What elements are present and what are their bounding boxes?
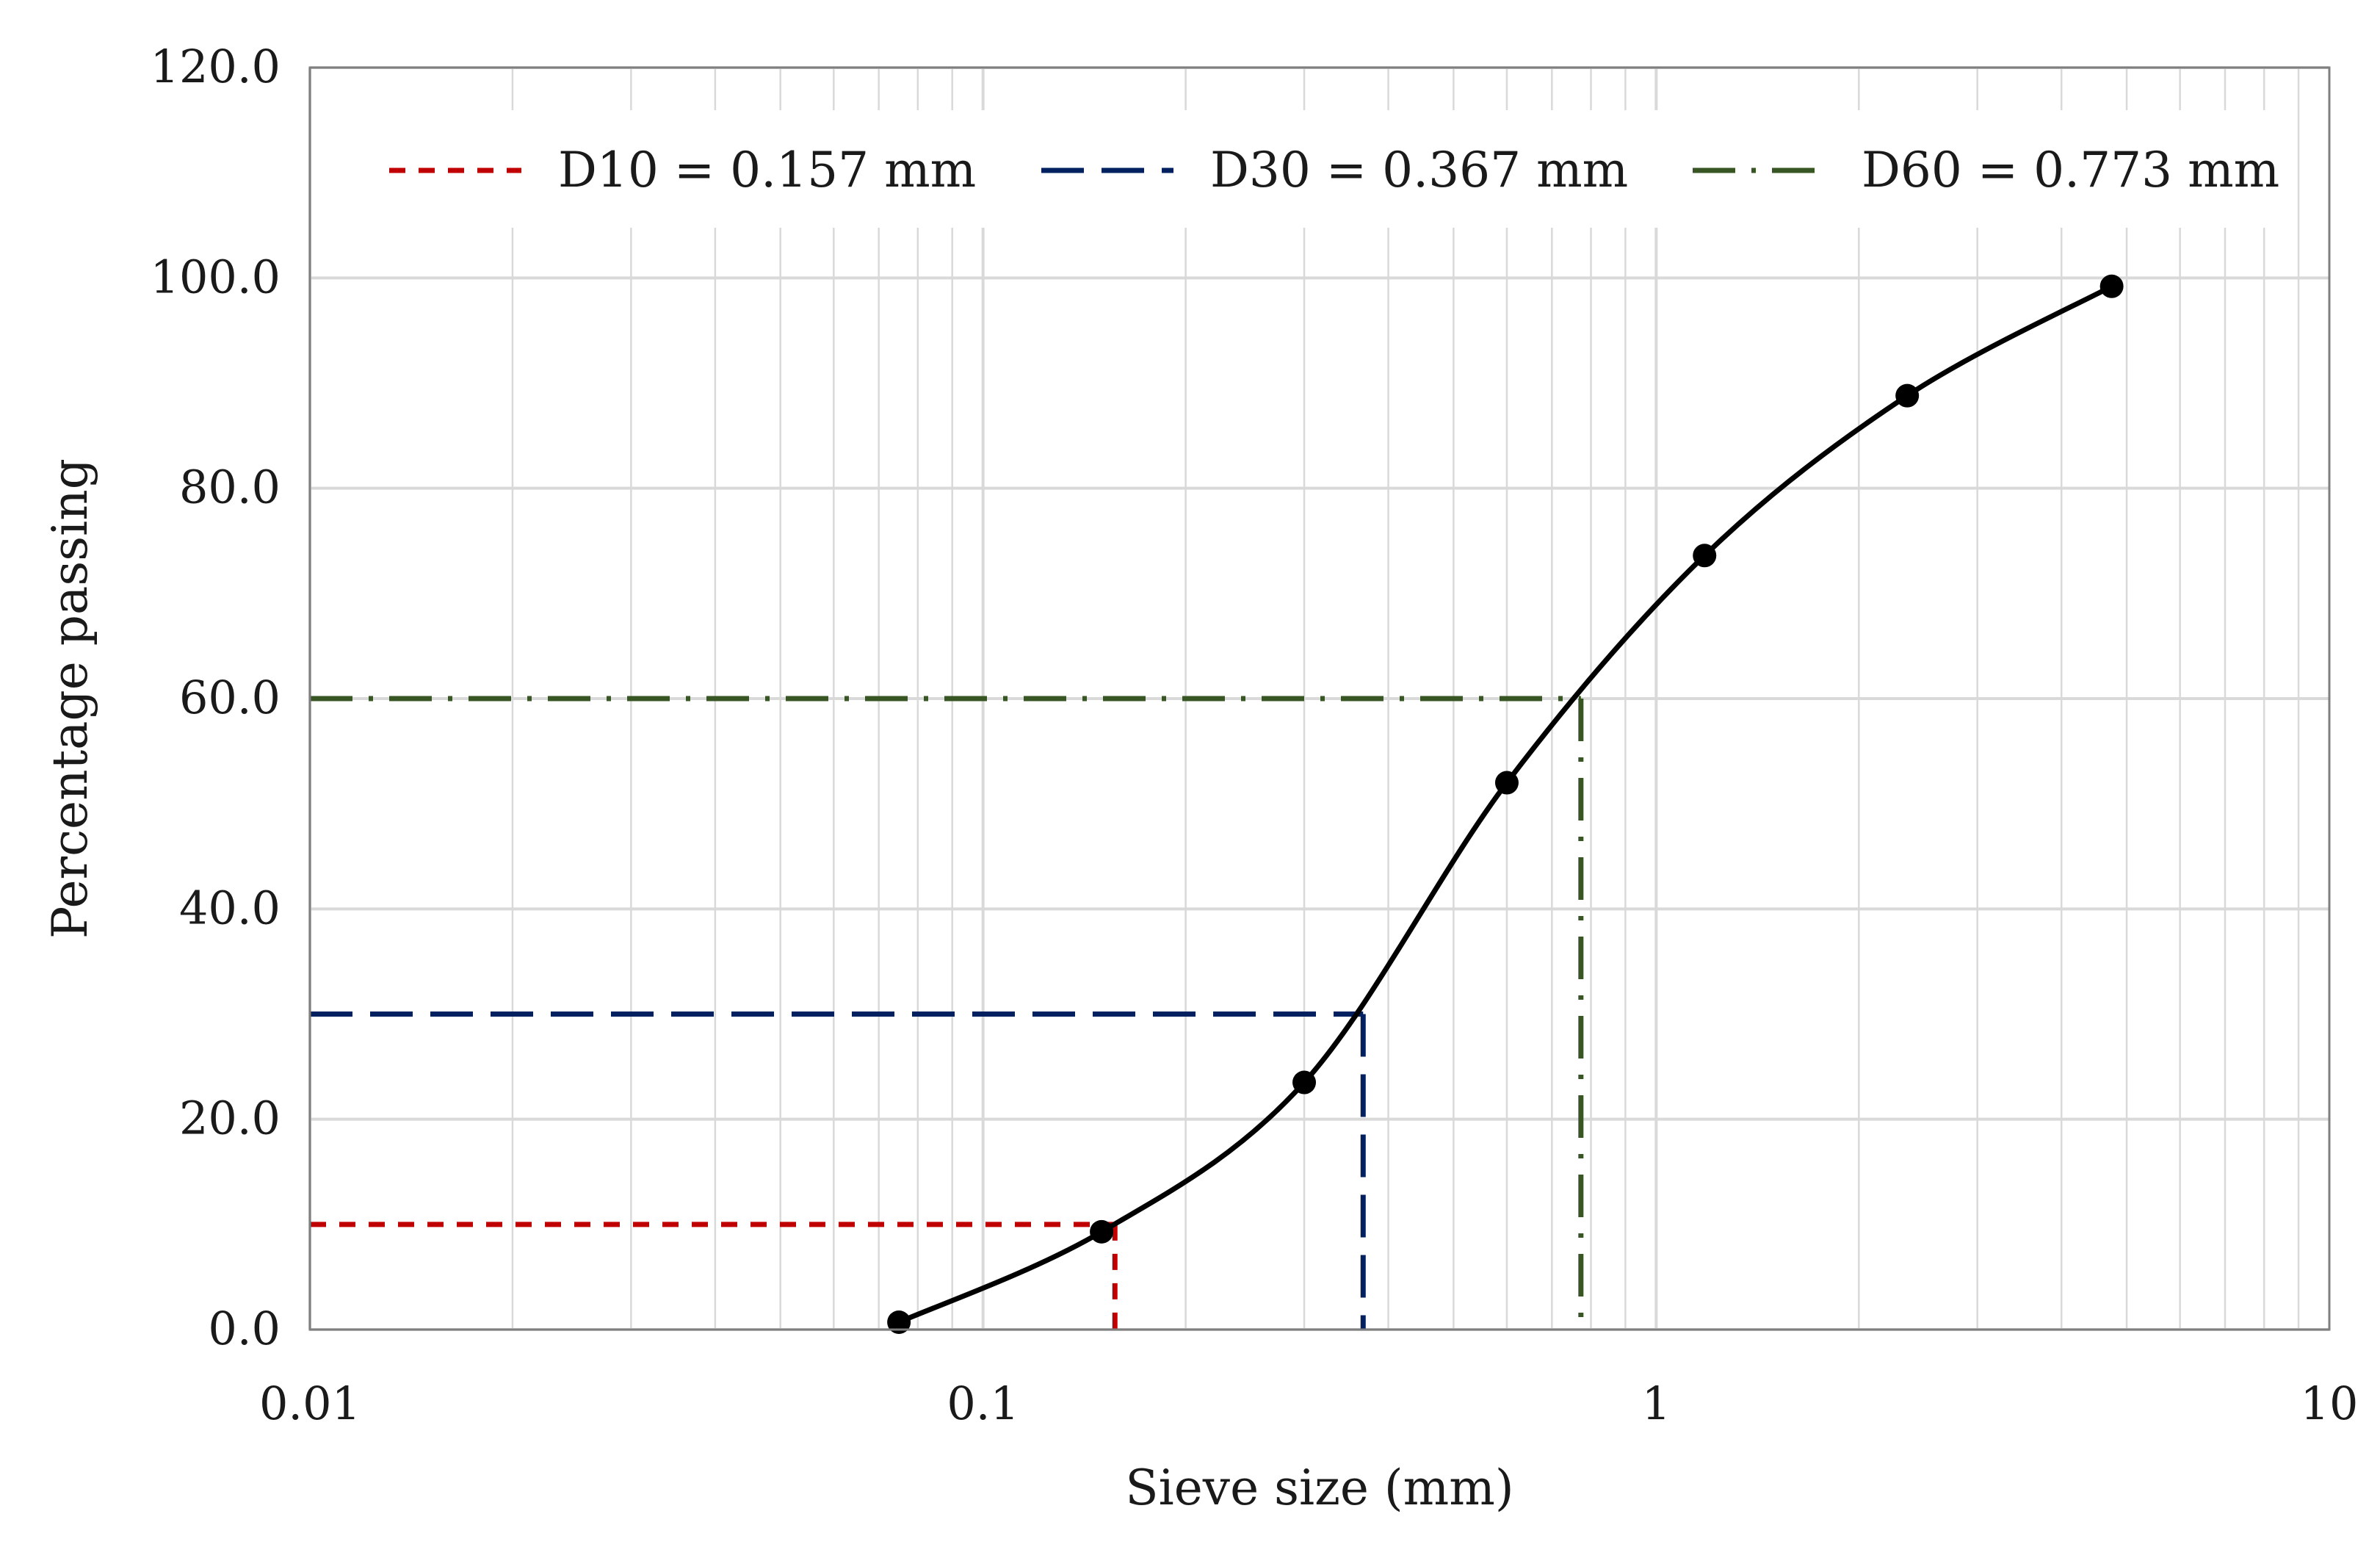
data-point (1090, 1219, 1114, 1244)
reference-lines (310, 696, 1584, 1330)
y-tick-label: 20.0 (179, 1092, 281, 1145)
y-axis-ticks: 0.0 20.0 40.0 60.0 80.0 100.0 120.0 (151, 40, 281, 1355)
legend-label: D60 = 0.773 mm (1862, 142, 2279, 198)
x-tick-label: 10 (2301, 1377, 2359, 1430)
series (887, 274, 2124, 1334)
data-point (1494, 771, 1519, 795)
legend: D10 = 0.157 mm D30 = 0.367 mm D60 = 0.773 … (361, 110, 2293, 228)
data-point (1292, 1070, 1317, 1095)
legend-box (361, 110, 2293, 228)
y-tick-label: 100.0 (151, 250, 281, 303)
y-tick-label: 120.0 (151, 40, 281, 93)
x-axis-ticks: 0.01 0.1 1 10 (259, 1377, 2358, 1430)
plot-frame (308, 66, 2331, 1331)
x-tick-label: 0.01 (259, 1377, 361, 1430)
y-tick-label: 80.0 (179, 461, 281, 514)
data-point (2099, 274, 2124, 298)
y-tick-label: 40.0 (179, 881, 281, 934)
data-point (1895, 383, 1920, 408)
y-axis-title: Percentage passing (42, 458, 98, 939)
data-point (1693, 544, 1717, 568)
legend-label: D10 = 0.157 mm (558, 142, 976, 198)
x-tick-label: 0.1 (947, 1377, 1019, 1430)
legend-label: D30 = 0.367 mm (1210, 142, 1628, 198)
y-tick-label: 60.0 (179, 671, 281, 724)
data-point (887, 1310, 911, 1334)
x-axis-title: Sieve size (mm) (1125, 1460, 1513, 1516)
y-tick-label: 0.0 (208, 1302, 281, 1355)
x-tick-label: 1 (1642, 1377, 1671, 1430)
